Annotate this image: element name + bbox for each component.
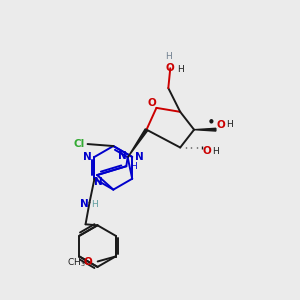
Text: ●: ●	[208, 118, 213, 123]
Text: H: H	[226, 120, 233, 129]
Text: N: N	[135, 152, 143, 162]
Text: Cl: Cl	[73, 139, 84, 149]
Text: O: O	[147, 98, 156, 108]
Text: N: N	[80, 200, 89, 209]
Text: H: H	[177, 65, 184, 74]
Text: O: O	[202, 146, 211, 157]
Text: N: N	[94, 177, 103, 187]
Text: O: O	[216, 120, 225, 130]
Text: H: H	[212, 147, 219, 156]
Text: O: O	[83, 257, 92, 267]
Text: H: H	[130, 162, 136, 171]
Text: N: N	[118, 152, 127, 161]
Text: O: O	[166, 63, 175, 73]
Text: $\rm CH_3$: $\rm CH_3$	[67, 256, 85, 269]
Text: H: H	[165, 52, 172, 61]
Polygon shape	[194, 128, 216, 131]
Polygon shape	[128, 129, 148, 158]
Text: N: N	[83, 152, 92, 162]
Text: H: H	[91, 200, 98, 209]
